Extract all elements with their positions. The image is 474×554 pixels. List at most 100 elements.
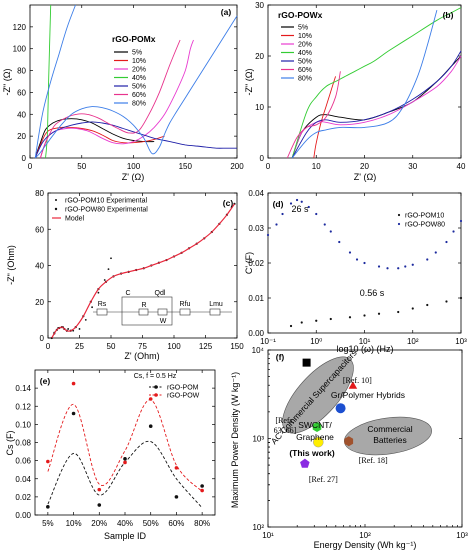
series-line-60% (39, 39, 181, 159)
legend-label: rGO-POM10 (405, 213, 444, 220)
x-tick-label: 50 (107, 342, 116, 351)
point-label-ref18: [Ref. 18] (359, 456, 388, 465)
x-tick-label: 75 (138, 342, 147, 351)
panel-label: (a) (221, 7, 232, 17)
region-label-batteries-line2: Batteries (373, 435, 407, 445)
data-point-pow (315, 212, 318, 216)
x-axis-label: log10 (ω) (Hz) (336, 344, 393, 354)
data-point-rGO-POW (71, 381, 76, 386)
data-point-pow (295, 198, 299, 202)
data-point-pow (404, 265, 407, 268)
resistor-rs (96, 308, 108, 316)
y-axis-label: C' (F) (244, 252, 254, 274)
x-axis-label: Z' (Ω) (122, 172, 144, 182)
y-tick-label: 0 (40, 334, 45, 343)
data-point-rGO-POM (200, 484, 204, 488)
x-tick-label: 30 (408, 162, 417, 171)
y-tick-label: 0.08 (15, 439, 31, 448)
inductor-l (209, 308, 221, 316)
legend-marker-pom (397, 213, 401, 217)
series-line-40% (291, 7, 462, 159)
warburg-w (157, 308, 168, 316)
x-tick-label: 80% (194, 519, 210, 528)
data-point-rGO-POW (148, 397, 153, 401)
data-point-pom (84, 318, 87, 321)
panel-b-impedance-pow: 0 10 20 30 40 0 10 20 30 (b) rGO-POWx 5%10% 20%40% 50… (244, 1, 466, 182)
y-tick-label: 0 (22, 154, 27, 163)
annotation-056s: 0.56 s (360, 288, 385, 298)
legend-label: 80% (298, 76, 312, 83)
x-axis-label: Z' (Ohm) (124, 351, 159, 361)
y-tick-label: 0.14 (15, 384, 31, 393)
circuit-label-w: W (160, 318, 167, 325)
data-point-pom (459, 296, 463, 300)
marker-square (302, 358, 311, 367)
series-line-80% (34, 15, 238, 159)
x-tick-label: 0 (28, 162, 33, 171)
panel-c-model-fit: 0 25 50 75 100 125 150 0 20 40 60 80 Rs C R Qdl W Rfu Lmu r… (6, 189, 244, 361)
data-point-pom (315, 319, 318, 322)
y-tick-label: 20 (255, 52, 264, 61)
x-tick-label: 5% (42, 519, 54, 528)
data-point-pom (348, 316, 352, 319)
data-point-pow (323, 223, 326, 226)
equivalent-circuit-inset: Rs C R Qdl W Rfu Lmu (93, 290, 232, 326)
marker-circle (313, 436, 324, 448)
data-point-pow (397, 267, 400, 270)
x-tick-label: 40 (457, 162, 466, 171)
circuit-label-rs: Rs (98, 301, 107, 308)
circuit-label-c: C (125, 290, 130, 297)
data-point-pom (289, 324, 293, 328)
data-point-pom (363, 314, 366, 317)
series-line-50% (291, 50, 462, 159)
y-tick-label: 80 (35, 189, 44, 198)
x-tick-label: 10² (359, 531, 371, 540)
panel-label: (e) (40, 376, 51, 386)
x-tick-label: 0 (266, 162, 271, 171)
series-line-60% (286, 71, 341, 159)
circuit-label-rfu: Rfu (180, 301, 191, 308)
y-tick-label: 0.02 (15, 493, 31, 502)
y-tick-label: 20 (35, 298, 44, 307)
resistor-rfu (179, 308, 191, 316)
data-point-rGO-POM (148, 424, 153, 428)
legend-marker-pow (397, 222, 401, 226)
x-tick-label: 10% (66, 519, 82, 528)
point-label-swcnt-line1: SWCNT/ (298, 420, 332, 430)
region-supercapacitors (282, 356, 354, 434)
data-point-rGO-POW (200, 488, 204, 493)
data-point-pom (78, 328, 81, 330)
series-line-10% (34, 126, 165, 159)
y-tick-label: 10 (255, 103, 264, 112)
series-line-10% (313, 76, 337, 159)
x-tick-label: 150 (179, 162, 193, 171)
x-axis-label: Sample ID (104, 531, 147, 541)
x-tick-label: 25 (75, 342, 84, 351)
data-point-pom (411, 307, 414, 310)
y-axis-label: -Z" (Ohm) (6, 245, 16, 285)
data-point-pom (97, 291, 100, 294)
y-tick-label: 40 (35, 262, 44, 271)
y-tick-label: 80 (17, 67, 26, 76)
y-tick-label: 0.10 (15, 420, 31, 429)
x-tick-label: 10 (312, 162, 321, 171)
data-point-pom (110, 257, 112, 260)
x-tick-label: 10⁰ (310, 337, 322, 346)
data-point-rGO-POM (97, 503, 102, 507)
legend-label: rGO-POM (167, 385, 199, 392)
x-tick-label: 60% (168, 519, 184, 528)
panel-label: (f) (276, 352, 285, 362)
y-axis-label: -Z" (Ω) (244, 69, 254, 96)
y-tick-label: 30 (255, 1, 264, 10)
data-point-pow (348, 251, 352, 254)
panel-label: (d) (273, 199, 284, 209)
data-point-pom (426, 303, 429, 307)
point-label-refs63-line1: [Refs. (275, 416, 294, 425)
data-point-pom (91, 306, 93, 309)
resistor-r (138, 308, 149, 316)
point-label-ref27: [Ref. 27] (309, 475, 338, 484)
legend-marker-pow (54, 207, 58, 211)
data-point-pow (386, 267, 389, 270)
